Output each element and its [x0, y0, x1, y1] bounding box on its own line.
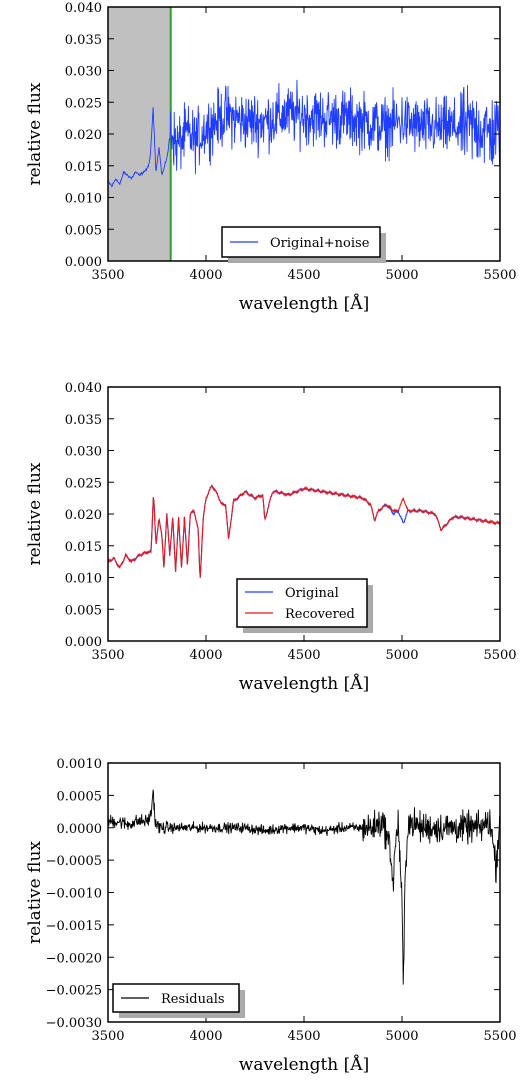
series-line-residuals: [108, 789, 500, 985]
y-tick-label: 0.0000: [57, 822, 103, 837]
chart-panel-residuals: 3500 4000 4500 5000 5500 −0.0030 −0.0025 −0.00…: [0, 755, 520, 1077]
series-line-original-noise: [108, 79, 500, 188]
y-tick-label: −0.0015: [46, 919, 102, 934]
legend-label: Residuals: [161, 992, 225, 1007]
y-tick-label: 0.035: [65, 413, 102, 428]
y-ticks: 0.000 0.005 0.010 0.015 0.020 0.025 0.030 0.035…: [65, 1, 500, 270]
series-group: [108, 79, 500, 188]
x-axis-label: wavelength [Å]: [239, 293, 369, 314]
y-tick-label: 0.020: [65, 508, 102, 523]
y-tick-label: 0.000: [65, 255, 102, 270]
legend-label: Original: [285, 586, 339, 601]
x-tick-label: 5500: [483, 268, 516, 283]
y-axis-label: relative flux: [25, 462, 45, 565]
chart-panel-original-recovered: 3500 4000 4500 5000 5500 0.000 0.005 0.010 0.01…: [0, 380, 520, 710]
y-tick-label: 0.030: [65, 65, 102, 80]
y-tick-label: 0.040: [65, 381, 102, 396]
y-tick-label: 0.025: [65, 476, 102, 491]
excluded-region: [108, 7, 171, 261]
legend-label: Original+noise: [270, 236, 370, 251]
plot-frame: [107, 762, 501, 1023]
y-tick-label: 0.025: [65, 96, 102, 111]
y-tick-label: −0.0025: [46, 984, 102, 999]
series-group: [108, 789, 500, 985]
y-tick-label: 0.0010: [57, 757, 103, 772]
x-tick-label: 3500: [91, 1029, 124, 1044]
series-group: [108, 484, 500, 578]
y-ticks: 0.000 0.005 0.010 0.015 0.020 0.025 0.030 0.035…: [65, 381, 500, 650]
legend-label: Recovered: [285, 607, 355, 622]
y-tick-label: −0.0010: [46, 887, 102, 902]
x-tick-label: 5000: [385, 648, 418, 663]
y-tick-label: 0.035: [65, 33, 102, 48]
y-tick-label: 0.005: [65, 223, 102, 238]
x-tick-label: 4000: [189, 648, 222, 663]
x-tick-label: 4500: [287, 268, 320, 283]
chart-panel-original-noise: 3500 4000 4500 5000 5500 0.000 0.005 0.010 0.01…: [0, 0, 520, 330]
x-tick-label: 5500: [483, 648, 516, 663]
y-tick-label: −0.0030: [46, 1016, 102, 1031]
x-ticks: 3500 4000 4500 5000 5500: [91, 387, 517, 663]
y-axis-label: relative flux: [25, 841, 45, 944]
series-line-recovered: [108, 484, 500, 578]
x-tick-label: 4000: [189, 1029, 222, 1044]
x-tick-label: 4000: [189, 268, 222, 283]
y-ticks: −0.0030 −0.0025 −0.0020 −0.0015 −0.0010 −0.00…: [46, 757, 500, 1031]
y-tick-label: 0.020: [65, 128, 102, 143]
y-tick-label: 0.0005: [57, 789, 103, 804]
x-tick-label: 3500: [91, 648, 124, 663]
x-tick-label: 5500: [483, 1029, 516, 1044]
y-tick-label: −0.0005: [46, 854, 102, 869]
x-tick-label: 5000: [385, 268, 418, 283]
y-tick-label: 0.010: [65, 192, 102, 207]
x-tick-label: 5000: [385, 1029, 418, 1044]
chart-residuals: 3500 4000 4500 5000 5500 −0.0030−0.0025−0.00…: [25, 757, 517, 1075]
y-tick-label: −0.0020: [46, 951, 102, 966]
y-tick-label: 0.005: [65, 603, 102, 618]
series-line-original: [108, 484, 500, 578]
y-axis-label: relative flux: [25, 82, 45, 185]
x-ticks: 3500 4000 4500 5000 5500: [91, 763, 517, 1044]
x-ticks: 3500 4000 4500 5000 5500: [91, 7, 517, 283]
legend: Original Recovered: [236, 578, 373, 633]
x-tick-label: 4500: [287, 648, 320, 663]
legend: Residuals: [112, 983, 245, 1018]
x-tick-label: 4500: [287, 1029, 320, 1044]
y-tick-label: 0.015: [65, 160, 102, 175]
y-tick-label: 0.015: [65, 540, 102, 555]
x-axis-label: wavelength [Å]: [239, 673, 369, 694]
chart-original-noise: 3500 4000 4500 5000 5500 0.000 0.005 0.010 0.01…: [25, 1, 517, 314]
chart-original-recovered: 3500 4000 4500 5000 5500 0.000 0.005 0.010 0.01…: [25, 381, 517, 694]
y-tick-label: 0.000: [65, 635, 102, 650]
y-tick-label: 0.040: [65, 1, 102, 16]
y-tick-label: 0.030: [65, 445, 102, 460]
y-tick-label: 0.010: [65, 572, 102, 587]
legend-box: [236, 578, 368, 628]
x-axis-label: wavelength [Å]: [239, 1054, 369, 1075]
legend: Original+noise: [221, 226, 386, 263]
x-tick-label: 3500: [91, 268, 124, 283]
